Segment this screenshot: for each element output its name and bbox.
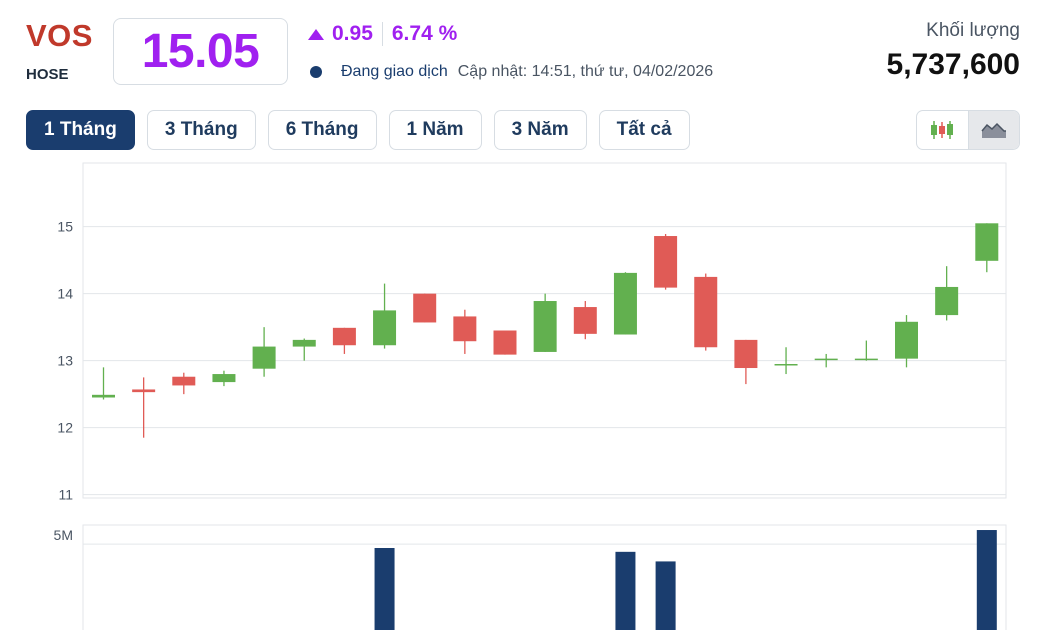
- candle[interactable]: [252, 327, 276, 377]
- candle[interactable]: [573, 301, 597, 340]
- candle[interactable]: [734, 339, 758, 385]
- price-box: 15.05: [113, 18, 288, 85]
- update-timestamp: Cập nhật: 14:51, thứ tư, 04/02/2026: [457, 63, 714, 80]
- candle-body: [975, 223, 999, 261]
- candle[interactable]: [332, 327, 356, 354]
- current-price: 15.05: [141, 25, 260, 78]
- candle[interactable]: [854, 340, 878, 361]
- volume-value: 5,737,600: [886, 48, 1020, 81]
- trading-status: Đang giao dịch: [341, 63, 448, 80]
- volume-bar[interactable]: [615, 551, 636, 630]
- candle[interactable]: [92, 367, 115, 400]
- volume-bar[interactable]: [655, 561, 676, 630]
- candle-body: [895, 321, 918, 359]
- tab-all[interactable]: Tất cả: [598, 110, 690, 150]
- price-panel-frame: [82, 162, 1007, 499]
- triangle-up-icon: [308, 28, 324, 40]
- candle[interactable]: [373, 283, 397, 349]
- area-chart-button[interactable]: [967, 111, 1019, 149]
- candle[interactable]: [533, 293, 557, 352]
- ticker-symbol: VOS: [26, 18, 93, 53]
- candle[interactable]: [292, 338, 316, 361]
- candle[interactable]: [774, 347, 798, 375]
- candle[interactable]: [895, 315, 918, 368]
- candle[interactable]: [413, 293, 437, 323]
- candle[interactable]: [814, 353, 838, 368]
- candle-body: [573, 307, 597, 334]
- candle-body: [332, 327, 356, 346]
- candle[interactable]: [212, 370, 236, 387]
- candle-body: [172, 376, 196, 386]
- candle-body: [413, 293, 437, 323]
- volume-bar[interactable]: [374, 548, 395, 630]
- price-tick-label: 15: [57, 219, 73, 235]
- chart-type-toggle: [916, 110, 1020, 150]
- price-change-percent: 6.74 %: [391, 22, 458, 45]
- candle-body: [935, 286, 959, 316]
- trading-status-row: Đang giao dịch Cập nhật: 14:51, thứ tư, …: [310, 63, 713, 81]
- volume-label: Khối lượng: [926, 20, 1020, 41]
- price-tick-label: 13: [57, 353, 73, 369]
- candle-body: [814, 358, 838, 361]
- candlestick-icon: [931, 121, 954, 139]
- candle-body: [774, 364, 798, 366]
- tab-3-years[interactable]: 3 Năm: [493, 110, 587, 150]
- candle-body: [373, 310, 397, 346]
- volume-tick-label: 5M: [54, 527, 73, 543]
- candle-body: [694, 276, 718, 348]
- volume-bar[interactable]: [976, 530, 997, 630]
- price-tick-label: 11: [58, 487, 73, 503]
- candle-body: [654, 236, 678, 288]
- candle[interactable]: [132, 377, 156, 438]
- status-dot-icon: [310, 66, 322, 78]
- candle-body: [92, 394, 115, 398]
- candle[interactable]: [654, 234, 678, 290]
- candle-body: [132, 389, 156, 393]
- tab-1-month[interactable]: 1 Tháng: [26, 110, 135, 150]
- candle-body: [453, 316, 477, 342]
- candlestick-chart-button[interactable]: [917, 111, 968, 149]
- exchange-label: HOSE: [26, 66, 69, 83]
- candle[interactable]: [613, 272, 637, 335]
- price-tick-label: 14: [57, 286, 73, 302]
- area-chart-icon: [981, 122, 1006, 138]
- volume-panel-frame: [82, 524, 1007, 630]
- price-change-row: 0.95 6.74 %: [308, 22, 457, 46]
- candle-body: [292, 339, 316, 347]
- price-change: 0.95: [332, 22, 373, 45]
- candle-body: [533, 301, 557, 352]
- candle-body: [734, 339, 758, 369]
- candle[interactable]: [935, 266, 959, 321]
- candle-body: [493, 330, 517, 355]
- price-tick-label: 12: [57, 420, 73, 436]
- tab-6-months[interactable]: 6 Tháng: [267, 110, 377, 150]
- candle[interactable]: [453, 309, 477, 354]
- candle[interactable]: [975, 223, 999, 273]
- candle-body: [212, 374, 236, 383]
- candle[interactable]: [694, 273, 718, 351]
- candle-body: [613, 272, 637, 335]
- tab-3-months[interactable]: 3 Tháng: [146, 110, 256, 150]
- candle[interactable]: [172, 372, 196, 395]
- candle-body: [854, 358, 878, 361]
- divider: [381, 22, 383, 46]
- range-tabs: 1 Tháng 3 Tháng 6 Tháng 1 Năm 3 Năm Tất …: [26, 110, 702, 150]
- tab-1-year[interactable]: 1 Năm: [388, 110, 482, 150]
- candle-body: [252, 346, 276, 369]
- candle[interactable]: [493, 330, 517, 355]
